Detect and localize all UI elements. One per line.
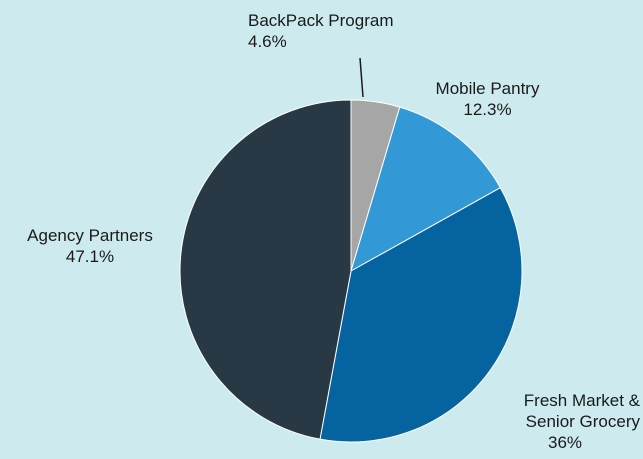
value-label: 47.1% [65, 247, 115, 266]
category-label: Mobile Pantry [435, 79, 540, 98]
slice-label: Mobile Pantry 12.3% [405, 78, 570, 120]
category-label: Fresh Market & Senior Grocery [523, 391, 640, 431]
category-label: Agency Partners [27, 226, 153, 245]
value-label: 4.6% [248, 32, 287, 51]
value-label: 36% [547, 433, 583, 452]
category-label: BackPack Program [248, 11, 394, 30]
pie-slice [350, 106, 502, 273]
slice-label: Fresh Market & Senior Grocery 36% [480, 390, 643, 453]
pie-slice [319, 186, 523, 443]
value-label: 12.3% [463, 100, 512, 119]
slice-label: Agency Partners 47.1% [0, 225, 180, 267]
slice-label: BackPack Program 4.6% [248, 10, 448, 52]
leader-line [359, 57, 364, 98]
pie-slice [179, 99, 352, 440]
